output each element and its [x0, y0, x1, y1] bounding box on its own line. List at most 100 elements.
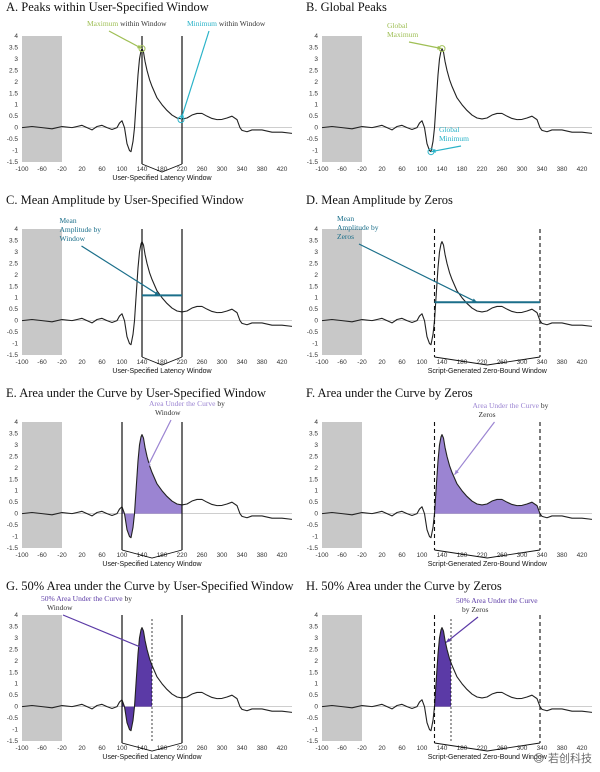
y-tick-label: 2.5: [9, 260, 18, 267]
annotation-label: Amplitude by: [60, 225, 102, 234]
y-tick-label: 1: [314, 102, 318, 109]
x-tick-label: 20: [378, 552, 386, 559]
x-tick-label: -100: [315, 166, 328, 173]
chart-panel-f: F. Area under the Curve by Zeros -1.5 -1-…: [300, 386, 600, 579]
baseline-shade: [322, 229, 362, 355]
y-tick-label: 0.5: [309, 692, 318, 699]
y-tick-label: -1: [12, 534, 18, 541]
baseline-shade: [322, 422, 362, 548]
x-axis-label: User-Specified Latency Window: [112, 368, 212, 375]
x-tick-label: 380: [557, 745, 568, 752]
erp-waveform: [321, 627, 593, 732]
annotation-arrowhead: [454, 469, 459, 475]
x-tick-label: -20: [357, 552, 367, 559]
y-tick-label: 3.5: [309, 44, 318, 51]
x-tick-label: 60: [398, 745, 406, 752]
x-tick-label: 260: [497, 166, 508, 173]
y-tick-label: 3.5: [9, 623, 18, 630]
window-bracket: [434, 549, 541, 559]
x-tick-label: 220: [177, 359, 188, 366]
chart-panel-c: C. Mean Amplitude by User-Specified Wind…: [0, 193, 300, 386]
x-tick-label: 20: [78, 552, 86, 559]
y-tick-label: 4: [314, 419, 318, 426]
x-tick-label: -100: [15, 359, 28, 366]
y-tick-label: 1.5: [309, 669, 318, 676]
x-tick-label: 340: [237, 745, 248, 752]
y-tick-label: 3: [314, 635, 318, 642]
baseline-shade: [22, 36, 62, 162]
y-tick-label: 2.5: [9, 453, 18, 460]
area-fill: [122, 627, 152, 731]
y-tick-label: 0.5: [9, 499, 18, 506]
chart-c: -1.5 -1 -0.5 0 0.5 1 1.5 2 2.5 3 3.5 4 -100 -60 -20 20 6…: [7, 216, 293, 375]
x-tick-label: 420: [277, 359, 288, 366]
x-tick-label: 380: [257, 745, 268, 752]
x-tick-label: 20: [78, 359, 86, 366]
x-tick-label: 220: [177, 745, 188, 752]
y-tick-label: -1.5: [7, 159, 19, 166]
x-tick-label: 300: [517, 552, 528, 559]
x-tick-label: -60: [37, 552, 47, 559]
y-tick-label: 3.5: [309, 237, 318, 244]
y-tick-label: -1.5: [7, 545, 19, 552]
annotation-label: Zeros: [479, 410, 496, 419]
baseline-shade: [322, 36, 362, 162]
x-tick-label: 100: [117, 745, 128, 752]
x-tick-label: 340: [537, 166, 548, 173]
annotation-arrow: [146, 419, 172, 469]
x-tick-label: 380: [257, 359, 268, 366]
y-tick-label: 2.5: [9, 646, 18, 653]
x-tick-label: 420: [577, 552, 588, 559]
y-tick-label: 1: [14, 681, 18, 688]
annotation-label: Mean: [60, 216, 77, 225]
x-tick-label: 340: [237, 552, 248, 559]
x-tick-label: -20: [357, 359, 367, 366]
y-tick-label: 2: [314, 658, 318, 665]
annotation-label: Area Under the Curve by: [149, 399, 225, 408]
x-tick-label: 420: [577, 166, 588, 173]
x-axis-label: Script-Generated Zero-Bound Window: [428, 754, 548, 761]
x-tick-label: 300: [517, 745, 528, 752]
y-tick-label: 3: [14, 249, 18, 256]
annotation-label: Global: [387, 21, 407, 30]
x-tick-label: 300: [217, 552, 228, 559]
x-tick-label: 380: [257, 166, 268, 173]
annotation-label: Maximum: [387, 30, 418, 39]
y-tick-label: 1.5: [309, 283, 318, 290]
y-tick-label: 1.5: [9, 90, 18, 97]
y-tick-label: 3.5: [309, 430, 318, 437]
y-tick-label: 4: [314, 33, 318, 40]
x-tick-label: 260: [197, 359, 208, 366]
chart-a: -1.5 -1 -0.5 0 0.5 1 1.5 2 2.5 3 3.5 4 -100 -60 -20 20 6…: [7, 19, 293, 182]
annotation: Maximum within Window: [87, 19, 167, 53]
y-tick-label: 0.5: [9, 692, 18, 699]
x-tick-label: 420: [277, 552, 288, 559]
x-tick-label: -20: [57, 745, 67, 752]
x-tick-label: 180: [457, 745, 468, 752]
x-tick-label: 60: [398, 166, 406, 173]
chart-panel-b: B. Global Peaks -1.5 -1 -0.5 0 0.5 1 1.5 2 2.5 3 3…: [300, 0, 600, 193]
x-tick-label: 380: [557, 552, 568, 559]
y-tick-label: 1.5: [309, 90, 318, 97]
erp-waveform: [21, 241, 293, 346]
annotation-arrowhead: [154, 291, 160, 296]
annotation-text: Area Under the Curve: [149, 399, 216, 408]
x-tick-label: 100: [417, 552, 428, 559]
x-tick-label: -100: [315, 745, 328, 752]
x-tick-label: 20: [78, 166, 86, 173]
annotation-label: Mean: [337, 214, 354, 223]
x-tick-label: 60: [98, 745, 106, 752]
y-tick-label: 4: [14, 612, 18, 619]
y-tick-label: 1: [14, 295, 18, 302]
annotation-arrow: [180, 30, 210, 120]
x-tick-label: -60: [337, 745, 347, 752]
annotation-label: Amplitude by: [337, 223, 379, 232]
x-tick-label: 20: [78, 745, 86, 752]
chart-panel-g: G. 50% Area under the Curve by User-Spec…: [0, 579, 300, 772]
area-fill: [122, 434, 182, 538]
x-tick-label: 140: [437, 745, 448, 752]
x-axis-label: Script-Generated Zero-Bound Window: [428, 368, 548, 375]
annotation-arrowhead: [472, 298, 477, 303]
x-axis-label: Script-Generated Zero-Bound Window: [428, 561, 548, 568]
